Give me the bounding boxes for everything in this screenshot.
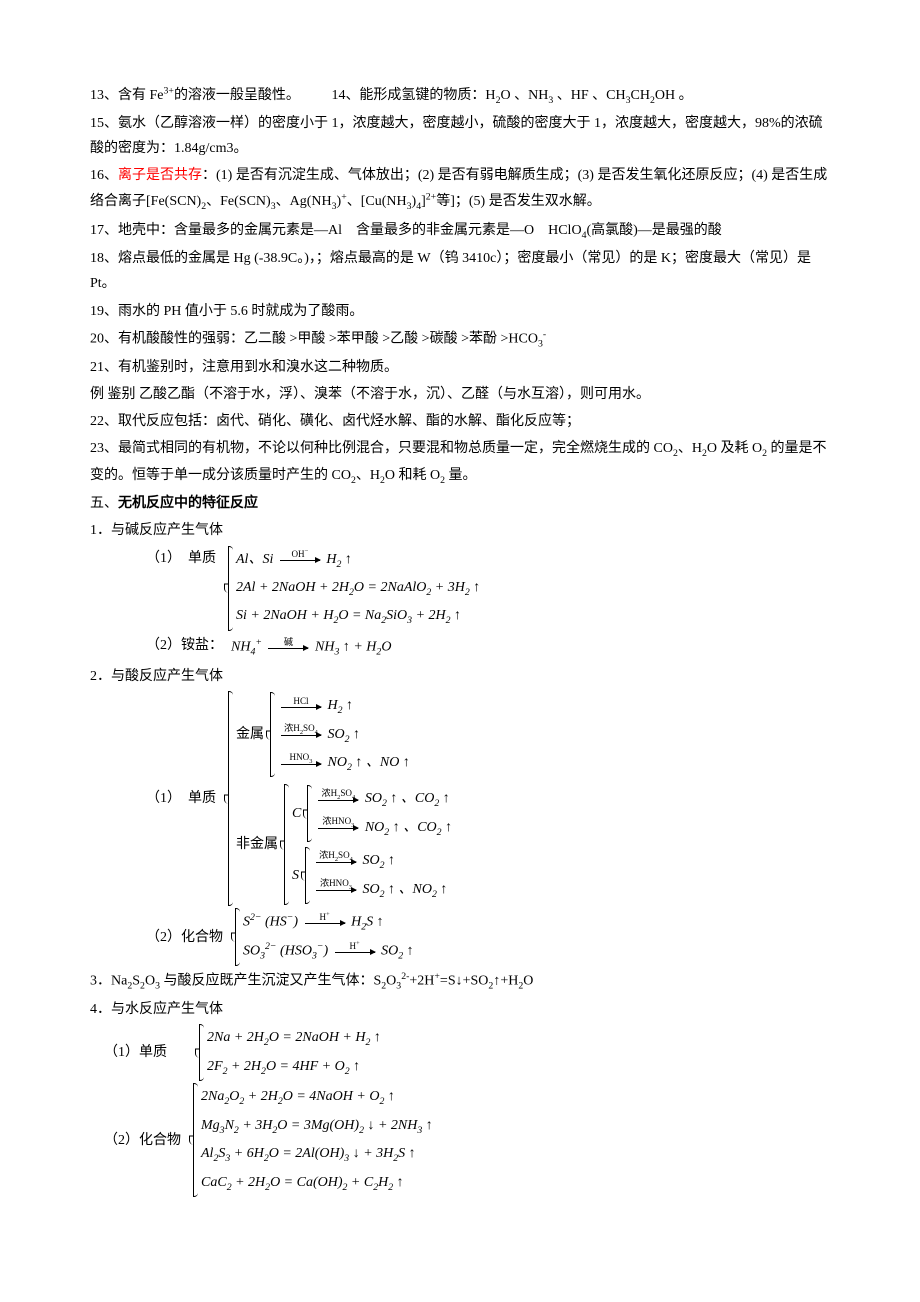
item-23: 23、最简式相同的有机物，不论以何种比例混合，只要混和物总质量一定，完全燃烧生成… xyxy=(90,436,830,489)
s4-eq1: （1）单质 2Na + 2H2O = 2NaOH + H2 ↑ 2F2 + 2H… xyxy=(104,1024,830,1081)
item-22: 22、取代反应包括：卤代、硝化、磺化、卤代烃水解、酯的水解、酯化反应等； xyxy=(90,409,830,434)
item-20: 20、有机酸酸性的强弱：乙二酸 >甲酸 >苯甲酸 >乙酸 >碳酸 >苯酚 >HC… xyxy=(90,326,830,353)
label: S xyxy=(292,863,299,888)
brace-icon xyxy=(303,785,313,842)
item-17: 17、地壳中：含量最多的金属元素是—Al 含量最多的非金属元素是—O HClO4… xyxy=(90,218,830,244)
label: （1）单质 xyxy=(104,1040,167,1065)
s1-eq1: （1） 单质 Al、Si OH− H2 ↑ 2Al + 2NaOH + 2H2O… xyxy=(146,546,830,631)
s2-eq1: （1） 单质 金属 HCl H2 ↑ 浓H2SO4 SO2 ↑ HNO3 NO2… xyxy=(146,691,830,906)
label: 金属 xyxy=(236,722,264,747)
brace-icon xyxy=(231,908,241,966)
s2-eq2: （2）化合物 S2− (HS−) H+ H2S ↑ SO32− (HSO3−) … xyxy=(146,908,830,966)
brace-icon xyxy=(280,784,290,905)
label: （1） 单质 xyxy=(146,786,216,811)
s4-title: 4．与水反应产生气体 xyxy=(90,997,830,1022)
label: 非金属 xyxy=(236,832,278,857)
label: （2）铵盐： xyxy=(146,633,223,658)
label: C xyxy=(292,801,301,826)
text: 16、 xyxy=(90,168,118,183)
item-15: 15、氨水（乙醇溶液一样）的密度小于 1，浓度越大，密度越小，硫酸的密度大于 1… xyxy=(90,111,830,161)
item-19: 19、雨水的 PH 值小于 5.6 时就成为了酸雨。 xyxy=(90,299,830,324)
s1-eq2: （2）铵盐： NH4+ 碱 NH3 ↑ + H2O xyxy=(146,633,830,662)
equations: Al、Si OH− H2 ↑ 2Al + 2NaOH + 2H2O = 2NaA… xyxy=(236,546,480,631)
nonmetal-group: 非金属 C 浓H2SO4 SO2 ↑ 、CO2 ↑ 浓HNO3 NO2 ↑ 、C… xyxy=(236,784,452,905)
brace-icon xyxy=(195,1024,205,1081)
label: （2）化合物 xyxy=(146,925,223,950)
label: （1） 单质 xyxy=(146,546,216,571)
item-13-14: 13、含有 Fe3+的溶液一般呈酸性。 14、能形成氢键的物质：H2O 、NH3… xyxy=(90,82,830,109)
text-13: 13、含有 Fe3+的溶液一般呈酸性。 xyxy=(90,88,300,103)
item-18: 18、熔点最低的金属是 Hg (-38.9C。)，；熔点最高的是 W（钨 341… xyxy=(90,246,830,296)
brace-icon xyxy=(301,847,311,904)
label: （2）化合物 xyxy=(104,1128,181,1153)
brace-icon xyxy=(266,692,276,777)
item-21: 21、有机鉴别时，注意用到水和溴水这二种物质。 xyxy=(90,355,830,380)
metal-group: 金属 HCl H2 ↑ 浓H2SO4 SO2 ↑ HNO3 NO2 ↑ 、NO … xyxy=(236,692,452,777)
text-red: 离子是否共存 xyxy=(118,168,202,183)
item-16: 16、离子是否共存：(1) 是否有沉淀生成、气体放出；(2) 是否有弱电解质生成… xyxy=(90,163,830,215)
brace-icon xyxy=(189,1083,199,1197)
brace-icon xyxy=(224,691,234,906)
title-bold: 无机反应中的特征反应 xyxy=(118,496,258,511)
item-21-example: 例 鉴别 乙酸乙酯（不溶于水，浮）、溴苯（不溶于水，沉）、乙醛（与水互溶），则可… xyxy=(90,382,830,407)
brace-icon xyxy=(224,546,234,631)
s2-title: 2．与酸反应产生气体 xyxy=(90,664,830,689)
s3: 3．Na2S2O3 与酸反应既产生沉淀又产生气体：S2O32-+2H+=S↓+S… xyxy=(90,968,830,995)
section-5-title: 五、无机反应中的特征反应 xyxy=(90,491,830,516)
s1-title: 1．与碱反应产生气体 xyxy=(90,518,830,543)
s4-eq2: （2）化合物 2Na2O2 + 2H2O = 4NaOH + O2 ↑ Mg3N… xyxy=(104,1083,830,1197)
text-14: 14、能形成氢键的物质：H2O 、NH3 、HF 、CH3CH2OH 。 xyxy=(331,88,692,103)
